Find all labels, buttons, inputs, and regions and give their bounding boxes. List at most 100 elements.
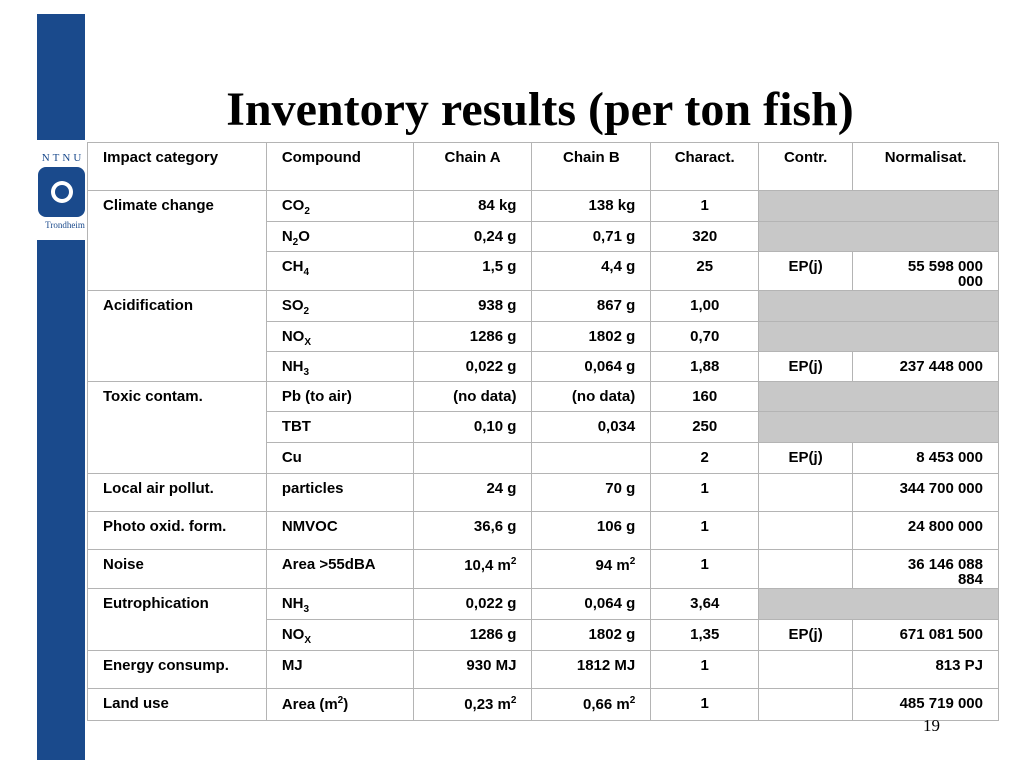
category-cell: Toxic contam. [87,381,267,412]
normalisat-cell: 485 719 000 [852,688,999,721]
charact-cell: 1,00 [650,290,760,322]
chain-b-cell: 0,064 g [531,351,652,382]
chain-a-cell: 0,10 g [412,411,533,443]
table-row: Acidification SO2 938 g 867 g 1,00 [87,290,999,322]
normalisat-cell: 671 081 500 [852,619,999,651]
contr-cell-empty [758,473,854,512]
normalisat-cell: 344 700 000 [852,473,999,512]
compound-cell: SO2 [265,290,414,322]
category-cell: Land use [87,688,267,721]
compound-cell: NMVOC [265,511,414,550]
slide-title: Inventory results (per ton fish) [226,83,854,136]
header-chain-a: Chain A [412,142,533,191]
compound-cell: NH3 [265,351,414,382]
contr-cell-empty [758,688,854,721]
table-row: TBT 0,10 g 0,034 250 [87,411,999,443]
table-row: NOX 1286 g 1802 g 0,70 [87,321,999,352]
charact-cell: 1 [650,190,760,222]
chain-a-cell: 0,23 m2 [412,688,533,721]
table-row: Local air pollut. particles 24 g 70 g 1 … [87,473,999,512]
category-cell-empty [87,221,267,252]
chain-b-cell: 4,4 g [531,251,652,291]
chain-b-cell: 0,66 m2 [531,688,652,721]
compound-cell: Area (m2) [265,688,414,721]
category-cell-empty [87,251,267,291]
table-row: Toxic contam. Pb (to air) (no data) (no … [87,381,999,412]
category-cell: Acidification [87,290,267,322]
chain-b-cell: 70 g [531,473,652,512]
compound-cell: NOX [265,321,414,352]
compound-cell: TBT [265,411,414,443]
chain-b-cell: 94 m2 [531,549,652,589]
normalisat-cell: 237 448 000 [852,351,999,382]
chain-b-cell: 0,034 [531,411,652,443]
contr-cell: EP(j) [758,251,854,291]
table-header-row: Impact category Compound Chain A Chain B… [87,142,999,191]
charact-cell: 1 [650,473,760,512]
table-row: Cu 2 EP(j) 8 453 000 [87,442,999,474]
grey-cell [758,381,999,412]
chain-b-cell [531,442,652,474]
chain-a-cell [412,442,533,474]
inventory-table: Impact category Compound Chain A Chain B… [87,142,999,721]
chain-b-cell: (no data) [531,381,652,412]
contr-cell-empty [758,511,854,550]
compound-cell: CH4 [265,251,414,291]
chain-b-cell: 0,064 g [531,588,652,620]
charact-cell: 1,35 [650,619,760,651]
normalisat-cell: 8 453 000 [852,442,999,474]
left-brand-bar [37,14,85,760]
chain-a-cell: 1,5 g [412,251,533,291]
category-cell-empty [87,351,267,382]
category-cell: Photo oxid. form. [87,511,267,550]
grey-cell [758,290,999,322]
header-compound: Compound [265,142,414,191]
compound-cell: NH3 [265,588,414,620]
logo-city: Trondheim [45,220,85,230]
chain-a-cell: 1286 g [412,619,533,651]
table-row: NH3 0,022 g 0,064 g 1,88 EP(j) 237 448 0… [87,351,999,382]
charact-cell: 1,88 [650,351,760,382]
chain-b-cell: 1802 g [531,619,652,651]
header-impact-category: Impact category [87,142,267,191]
chain-a-cell: 10,4 m2 [412,549,533,589]
charact-cell: 1 [650,688,760,721]
table-row: NOX 1286 g 1802 g 1,35 EP(j) 671 081 500 [87,619,999,651]
compound-cell: N2O [265,221,414,252]
chain-b-cell: 867 g [531,290,652,322]
chain-a-cell: 0,022 g [412,588,533,620]
category-cell: Energy consump. [87,650,267,689]
compound-cell: Area >55dBA [265,549,414,589]
table-row: Energy consump. MJ 930 MJ 1812 MJ 1 813 … [87,650,999,689]
grey-cell [758,321,999,352]
category-cell: Noise [87,549,267,589]
chain-a-cell: (no data) [412,381,533,412]
charact-cell: 0,70 [650,321,760,352]
contr-cell: EP(j) [758,442,854,474]
logo-emblem-core [55,185,69,199]
table-row: Land use Area (m2) 0,23 m2 0,66 m2 1 485… [87,688,999,721]
header-chain-b: Chain B [531,142,652,191]
charact-cell: 160 [650,381,760,412]
contr-cell: EP(j) [758,351,854,382]
table-row: Climate change CO2 84 kg 138 kg 1 [87,190,999,222]
table-row: N2O 0,24 g 0,71 g 320 [87,221,999,252]
chain-a-cell: 1286 g [412,321,533,352]
category-cell-empty [87,411,267,443]
header-normalisat: Normalisat. [852,142,999,191]
charact-cell: 25 [650,251,760,291]
contr-cell-empty [758,549,854,589]
normalisat-cell: 55 598 000 000 [852,251,999,291]
charact-cell: 250 [650,411,760,443]
compound-cell: CO2 [265,190,414,222]
category-cell-empty [87,619,267,651]
chain-b-cell: 1802 g [531,321,652,352]
compound-cell: NOX [265,619,414,651]
chain-a-cell: 84 kg [412,190,533,222]
chain-a-cell: 938 g [412,290,533,322]
category-cell: Climate change [87,190,267,222]
chain-a-cell: 930 MJ [412,650,533,689]
grey-cell [758,411,999,443]
compound-cell: MJ [265,650,414,689]
category-cell-empty [87,321,267,352]
